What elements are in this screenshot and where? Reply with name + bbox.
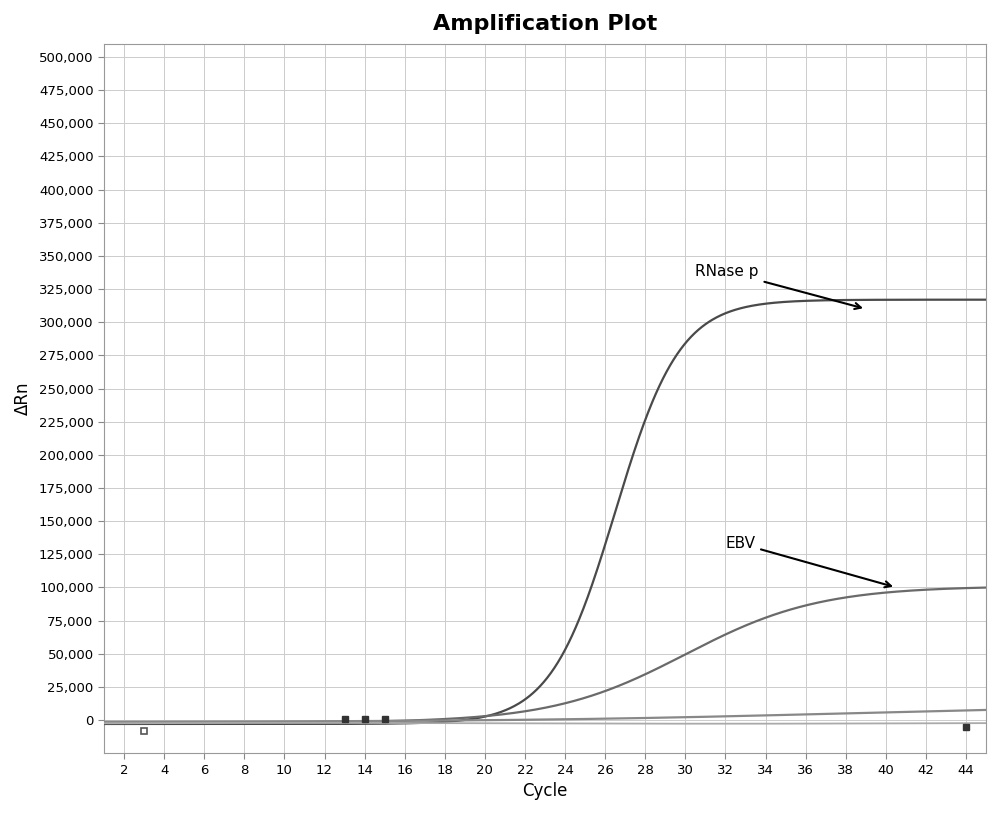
X-axis label: Cycle: Cycle <box>522 782 568 800</box>
Text: RNase p: RNase p <box>695 265 861 309</box>
Y-axis label: ΔRn: ΔRn <box>14 382 32 415</box>
Title: Amplification Plot: Amplification Plot <box>433 14 657 34</box>
Text: EBV: EBV <box>725 536 891 588</box>
